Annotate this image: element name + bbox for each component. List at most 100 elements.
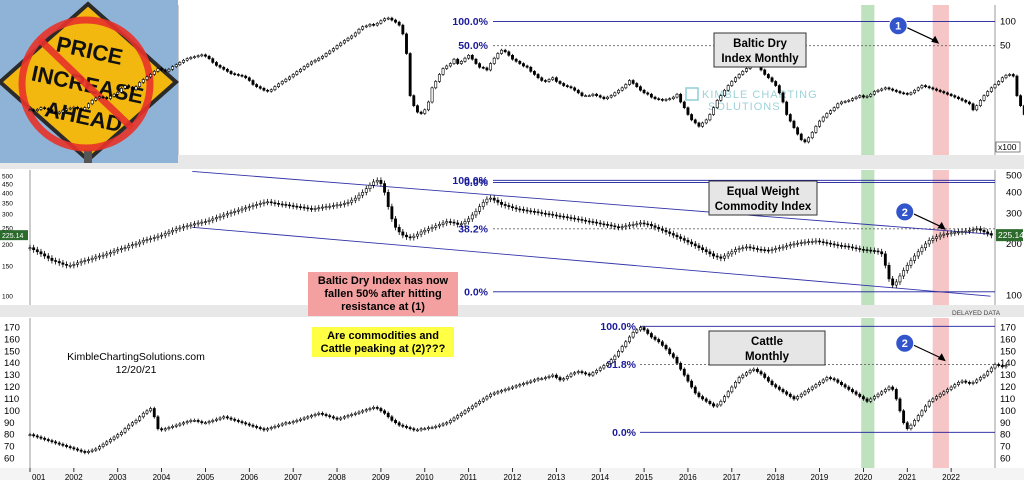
x-tick-4: 2005 [196, 473, 214, 482]
y-tick-2-4: 100 [1006, 290, 1022, 301]
candle-body [218, 215, 222, 218]
chart-title-2-b: Commodity Index [715, 201, 812, 213]
candle-body [200, 421, 204, 424]
candle-body [291, 421, 295, 424]
candle-body [935, 396, 938, 400]
candle-body [478, 206, 482, 212]
candle-body [960, 231, 964, 233]
candle-body [814, 240, 818, 243]
candle-body [847, 100, 851, 102]
candle-body [152, 237, 156, 239]
candle-body [657, 339, 661, 343]
candle-body [931, 398, 935, 402]
candle-body [288, 76, 291, 80]
candle-body [620, 87, 624, 91]
candle-body [840, 381, 843, 385]
marker-arrow-1 [906, 27, 938, 43]
candle-body [737, 74, 741, 79]
candle-body [916, 87, 920, 91]
candle-body [394, 218, 397, 228]
candle-body [704, 398, 708, 402]
candle-body [902, 92, 906, 95]
candle-body [734, 77, 737, 82]
x-tick-10: 2011 [460, 473, 478, 482]
candle-body [416, 429, 419, 432]
candle-body [357, 28, 361, 34]
y-tick-3-2: 150 [1000, 346, 1016, 357]
last-value-left: 225.14 [2, 233, 24, 240]
candle-body [408, 427, 412, 430]
candle-body [697, 392, 701, 397]
candle-body [591, 372, 595, 376]
candle-body [514, 207, 518, 210]
candle-body [931, 238, 935, 241]
channel-line-1 [192, 226, 991, 297]
candle-body [569, 373, 573, 377]
candle-body [346, 415, 350, 418]
candle-body [737, 248, 741, 251]
candle-body [291, 205, 295, 207]
candle-body [565, 216, 569, 219]
candle-body [668, 98, 672, 100]
candle-body [430, 227, 434, 230]
candle-body [861, 95, 865, 98]
candle-body [470, 405, 474, 409]
candle-body [445, 422, 449, 425]
candle-body [383, 18, 386, 22]
candle-body [255, 426, 259, 428]
title-box-1 [713, 32, 807, 68]
candle-body [854, 391, 858, 395]
candle-body [949, 232, 953, 235]
candles-panel-1 [28, 16, 1024, 144]
candle-body [320, 206, 324, 209]
candle-body [295, 205, 299, 208]
candle-body [734, 249, 737, 253]
candle-body [76, 106, 79, 109]
candle-body [770, 249, 774, 252]
candle-body [127, 85, 131, 88]
y-tick-3-4: 130 [1000, 370, 1016, 381]
candle-body [251, 424, 255, 427]
candle-body [331, 48, 335, 52]
candle-body [299, 418, 302, 421]
candle-body [68, 446, 72, 449]
candle-body [57, 442, 61, 445]
candle-body [178, 227, 182, 230]
y-tick-left-2-0: 500 [2, 174, 13, 181]
candle-body [865, 249, 869, 252]
candle-body [408, 53, 412, 96]
candle-body [649, 93, 653, 98]
candle-body [379, 408, 383, 412]
candle-body [737, 377, 741, 383]
candle-body [361, 410, 365, 413]
candle-body [613, 225, 617, 228]
candle-body [872, 396, 876, 400]
candle-body [331, 416, 335, 419]
chart-title-3-b: Monthly [745, 351, 790, 363]
candle-body [916, 251, 920, 257]
candle-body [130, 244, 134, 247]
candle-body [547, 213, 551, 216]
candle-body [204, 221, 207, 223]
candle-body [98, 255, 101, 258]
candle-body [496, 199, 500, 203]
candle-body [876, 250, 880, 253]
candle-body [134, 86, 138, 91]
candle-body [653, 336, 657, 340]
candle-body [251, 205, 255, 207]
candle-body [631, 331, 635, 338]
candle-body [408, 236, 412, 239]
candle-body [68, 265, 72, 267]
candle-body [851, 246, 854, 249]
candle-body [704, 249, 708, 253]
y-tick-3-6: 110 [1000, 394, 1015, 405]
candle-body [375, 22, 379, 26]
candle-body [660, 99, 664, 101]
y-tick-left-3-0: 170 [4, 323, 20, 334]
candle-body [324, 414, 328, 416]
candle-body [814, 125, 818, 133]
candle-body [182, 226, 185, 229]
candle-body [375, 406, 379, 409]
candle-body [108, 252, 112, 255]
candle-body [898, 91, 902, 94]
